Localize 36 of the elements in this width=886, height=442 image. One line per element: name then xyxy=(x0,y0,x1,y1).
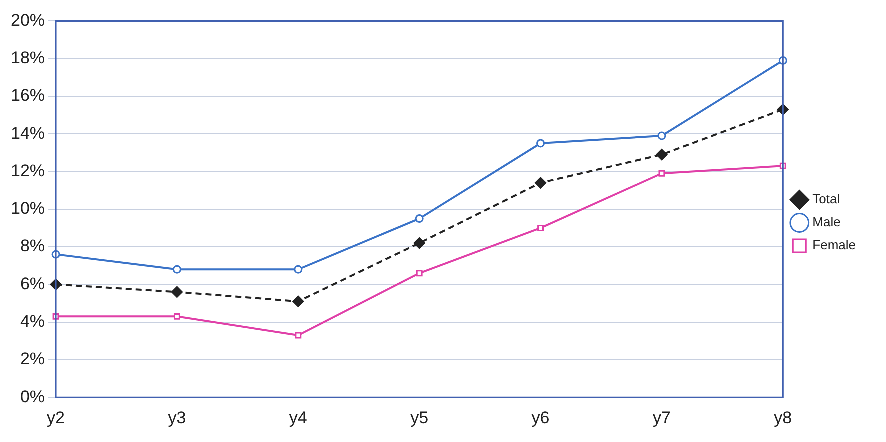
y-tick-label: 16% xyxy=(10,86,46,106)
y-tick-label: 6% xyxy=(20,274,46,294)
point xyxy=(174,313,180,320)
point xyxy=(172,265,182,274)
x-tick-label: y4 xyxy=(289,408,308,428)
point xyxy=(536,139,546,148)
point xyxy=(658,132,666,140)
point xyxy=(416,270,423,277)
point xyxy=(295,332,302,339)
point xyxy=(656,149,668,161)
point xyxy=(538,224,544,232)
point xyxy=(415,214,424,224)
point xyxy=(292,296,304,308)
legend-label: Female xyxy=(812,238,856,253)
point xyxy=(294,265,303,274)
y-tick-label: 4% xyxy=(20,312,46,332)
x-tick-label: y6 xyxy=(532,408,550,428)
y-tick-label: 12% xyxy=(10,161,46,180)
x-tick-label: y7 xyxy=(652,408,671,428)
y-tick-label: 2% xyxy=(20,350,46,369)
y-tick-label: 8% xyxy=(20,236,46,256)
y-tick-label: 18% xyxy=(10,48,46,68)
point xyxy=(414,238,426,250)
y-tick-label: 14% xyxy=(10,124,46,143)
x-tick-label: y5 xyxy=(410,408,429,428)
point xyxy=(658,170,666,177)
legend-label: Total xyxy=(812,192,840,207)
y-tick-label: 0% xyxy=(20,387,46,406)
legend-label: Male xyxy=(812,214,841,230)
x-tick-label: y8 xyxy=(774,408,792,428)
y-tick-label: 20% xyxy=(10,10,46,30)
x-tick-label: y3 xyxy=(168,408,186,428)
point xyxy=(171,286,183,298)
y-tick-label: 10% xyxy=(10,199,46,218)
x-tick-label: y2 xyxy=(47,408,66,428)
point xyxy=(535,177,547,189)
